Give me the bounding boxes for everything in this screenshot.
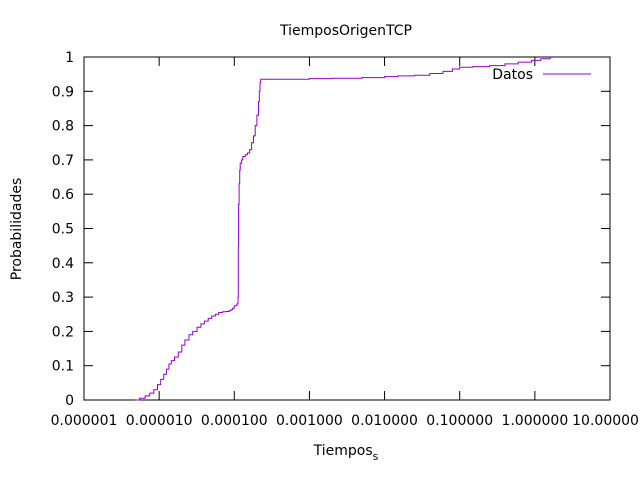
y-tick-label: 0.6 [52,187,74,203]
x-tick-label: 0.000010 [126,413,193,429]
y-tick-label: 0.7 [52,153,74,169]
plot-frame [83,56,611,401]
x-axis-label: Tiemposs [313,443,379,463]
y-tick-label: 0.9 [52,84,74,100]
y-tick-label: 0 [65,393,74,409]
x-tick-label: 1.000000 [501,413,568,429]
x-tick-label: 10.000000 [572,413,640,429]
y-tick-label: 0.4 [52,256,74,272]
x-tick-label: 0.000001 [51,413,118,429]
x-tick-label: 0.010000 [351,413,418,429]
y-axis-label: Probabilidades [9,178,25,281]
x-tick-label: 0.100000 [426,413,493,429]
series-line-datos [135,57,551,401]
y-tick-label: 0.3 [52,290,74,306]
x-axis-label-sub: s [373,450,379,463]
chart-title: TiemposOrigenTCP [279,23,412,39]
x-tick-label: 0.000100 [201,413,268,429]
legend-label-datos: Datos [492,67,533,83]
y-tick-label: 1 [65,50,74,66]
x-axis-label-main: Tiempos [313,443,373,459]
x-tick-label: 0.001000 [276,413,343,429]
y-tick-label: 0.8 [52,119,74,135]
y-tick-label: 0.2 [52,324,74,340]
legend: Datos [492,67,591,83]
y-tick-label: 0.1 [52,359,74,375]
y-tick-label: 0.5 [52,222,74,238]
